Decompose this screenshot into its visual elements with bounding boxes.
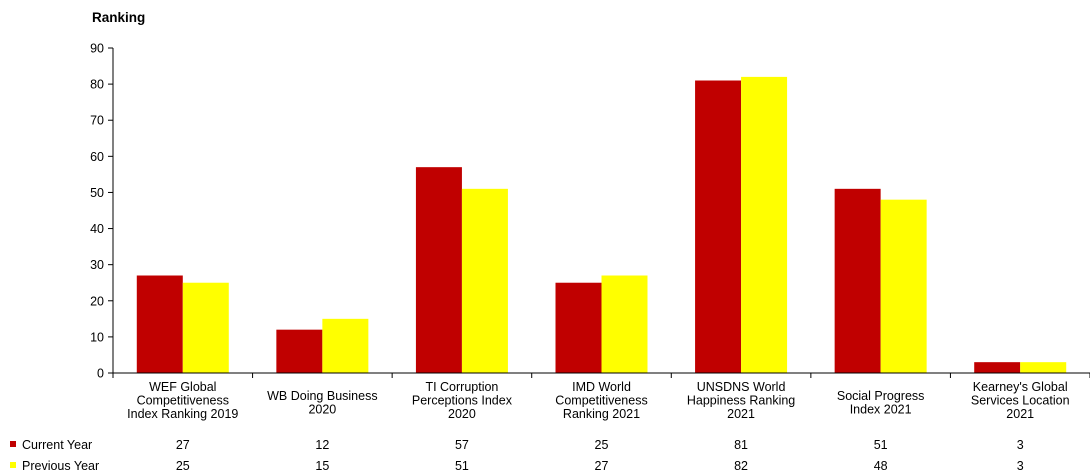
- y-tick-label: 30: [90, 258, 104, 272]
- bar-current-year: [974, 362, 1021, 373]
- y-axis-title: Ranking: [92, 10, 145, 25]
- legend-key: [10, 441, 16, 447]
- bar-previous-year: [322, 318, 369, 373]
- x-category-label: WB Doing Business 2020: [267, 389, 377, 417]
- category-labels: WEF Global Competitiveness Index Ranking 2…: [127, 380, 1069, 421]
- table-value: 25: [176, 459, 190, 473]
- bar-previous-year: [601, 275, 648, 373]
- bar-current-year: [276, 329, 323, 373]
- data-table: Current Year 27 12 57 25 81 51 3 Previous Year 25…: [10, 438, 1024, 473]
- y-tick-label: 20: [90, 294, 104, 308]
- table-value: 51: [455, 459, 469, 473]
- table-value: 27: [176, 438, 190, 452]
- table-value: 81: [734, 438, 748, 452]
- y-tick-label: 60: [90, 150, 104, 164]
- x-category-label: TI Corruption Perceptions Index 2020: [412, 380, 513, 421]
- table-value: 82: [734, 459, 748, 473]
- y-tick-label: 80: [90, 78, 104, 92]
- bar-previous-year: [461, 188, 508, 373]
- bar-current-year: [834, 188, 881, 373]
- x-axis: [112, 372, 1090, 378]
- bars: [136, 76, 1067, 373]
- bar-previous-year: [182, 282, 229, 373]
- table-value: 3: [1017, 459, 1024, 473]
- x-category-label: Social Progress Index 2021: [837, 389, 925, 417]
- bar-current-year: [695, 80, 742, 373]
- y-tick-label: 0: [97, 367, 104, 381]
- bar-previous-year: [880, 199, 927, 373]
- bar-previous-year: [741, 76, 788, 373]
- table-value: 57: [455, 438, 469, 452]
- y-tick-label: 70: [90, 114, 104, 128]
- bar-current-year: [415, 167, 462, 373]
- table-value: 12: [315, 438, 329, 452]
- legend-key: [10, 462, 16, 468]
- y-tick-label: 50: [90, 186, 104, 200]
- y-tick-label: 90: [90, 42, 104, 56]
- y-axis: 0 10 20 30 40 50 60 70 80 90: [90, 42, 114, 381]
- x-category-label: WEF Global Competitiveness Index Ranking 2…: [127, 380, 238, 421]
- y-tick-label: 10: [90, 330, 104, 344]
- table-value: 48: [874, 459, 888, 473]
- table-value: 3: [1017, 438, 1024, 452]
- table-value: 51: [874, 438, 888, 452]
- table-value: 27: [595, 459, 609, 473]
- x-category-label: IMD World Competitiveness Ranking 2021: [555, 380, 647, 421]
- y-tick-label: 40: [90, 222, 104, 236]
- bar-current-year: [555, 282, 602, 373]
- x-category-label: UNSDNS World Happiness Ranking 2021: [687, 380, 795, 421]
- legend-label: Previous Year: [22, 459, 99, 473]
- x-category-label: Kearney's Global Services Location 2021: [971, 380, 1070, 421]
- bar-previous-year: [1020, 362, 1067, 373]
- table-value: 15: [315, 459, 329, 473]
- table-value: 25: [595, 438, 609, 452]
- legend-label: Current Year: [22, 438, 92, 452]
- bar-current-year: [136, 275, 183, 373]
